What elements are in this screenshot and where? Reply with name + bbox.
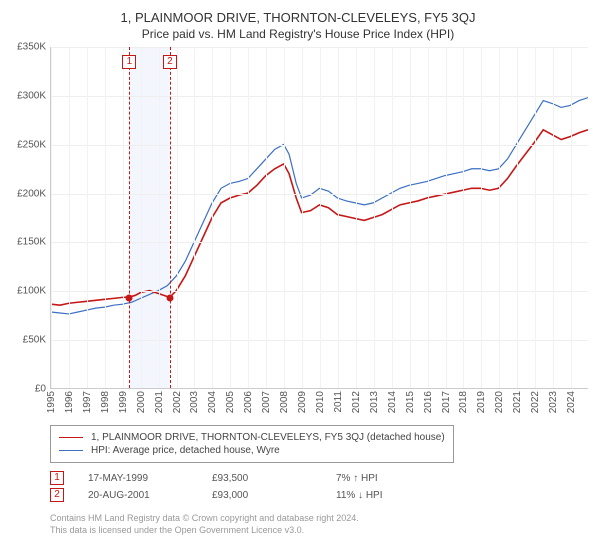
x-tick: 2024	[566, 391, 577, 413]
x-tick: 2021	[512, 391, 523, 413]
marker-row: 2 20-AUG-2001 £93,000 11% ↓ HPI	[50, 488, 588, 502]
chart-container: { "title": "1, PLAINMOOR DRIVE, THORNTON…	[0, 0, 600, 560]
y-tick: £150K	[17, 237, 46, 248]
marker-id-box: 1	[50, 471, 64, 485]
x-tick: 2010	[315, 391, 326, 413]
event-marker: 2	[163, 55, 177, 69]
legend: 1, PLAINMOOR DRIVE, THORNTON-CLEVELEYS, …	[50, 425, 454, 463]
marker-hpi: 11% ↓ HPI	[336, 490, 436, 501]
x-tick: 2001	[154, 391, 165, 413]
x-axis: 1995199619971998199920002001200220032004…	[50, 389, 588, 417]
legend-label: HPI: Average price, detached house, Wyre	[91, 445, 280, 456]
footnote-line: Contains HM Land Registry data © Crown c…	[50, 512, 588, 524]
y-tick: £200K	[17, 188, 46, 199]
x-tick: 2020	[494, 391, 505, 413]
x-tick: 2017	[441, 391, 452, 413]
x-tick: 2005	[225, 391, 236, 413]
x-tick: 2014	[387, 391, 398, 413]
title-block: 1, PLAINMOOR DRIVE, THORNTON-CLEVELEYS, …	[8, 10, 588, 41]
x-tick: 1997	[82, 391, 93, 413]
chart-title: 1, PLAINMOOR DRIVE, THORNTON-CLEVELEYS, …	[8, 10, 588, 25]
x-tick: 2015	[405, 391, 416, 413]
legend-row: HPI: Average price, detached house, Wyre	[59, 445, 445, 456]
legend-row: 1, PLAINMOOR DRIVE, THORNTON-CLEVELEYS, …	[59, 432, 445, 443]
x-tick: 1996	[64, 391, 75, 413]
footnote-line: This data is licensed under the Open Gov…	[50, 524, 588, 536]
x-tick: 2008	[279, 391, 290, 413]
y-tick: £100K	[17, 286, 46, 297]
legend-swatch	[59, 450, 83, 451]
x-tick: 2011	[333, 391, 344, 413]
y-tick: £50K	[23, 335, 46, 346]
footnote: Contains HM Land Registry data © Crown c…	[50, 512, 588, 536]
x-tick: 1995	[46, 391, 57, 413]
y-tick: £0	[35, 384, 46, 395]
markers-table: 1 17-MAY-1999 £93,500 7% ↑ HPI 2 20-AUG-2001 £…	[50, 471, 588, 502]
x-tick: 2004	[207, 391, 218, 413]
y-axis: £0£50K£100K£150K£200K£250K£300K£350K	[8, 47, 50, 389]
marker-price: £93,000	[212, 490, 312, 501]
x-tick: 2022	[530, 391, 541, 413]
x-tick: 2009	[297, 391, 308, 413]
chart-subtitle: Price paid vs. HM Land Registry's House …	[8, 27, 588, 41]
y-tick: £300K	[17, 90, 46, 101]
event-dot	[166, 295, 173, 302]
legend-label: 1, PLAINMOOR DRIVE, THORNTON-CLEVELEYS, …	[91, 432, 445, 443]
y-tick: £350K	[17, 42, 46, 53]
y-tick: £250K	[17, 139, 46, 150]
x-tick: 2016	[423, 391, 434, 413]
x-tick: 2002	[172, 391, 183, 413]
x-tick: 2007	[261, 391, 272, 413]
marker-id-box: 2	[50, 488, 64, 502]
event-line	[170, 47, 171, 388]
x-tick: 2003	[189, 391, 200, 413]
legend-swatch	[59, 437, 83, 438]
marker-row: 1 17-MAY-1999 £93,500 7% ↑ HPI	[50, 471, 588, 485]
event-marker: 1	[122, 55, 136, 69]
marker-hpi: 7% ↑ HPI	[336, 473, 436, 484]
x-tick: 2006	[243, 391, 254, 413]
x-tick: 2019	[476, 391, 487, 413]
x-tick: 2012	[351, 391, 362, 413]
event-dot	[126, 294, 133, 301]
chart-area: £0£50K£100K£150K£200K£250K£300K£350K 12 …	[8, 47, 588, 417]
x-tick: 1999	[118, 391, 129, 413]
marker-price: £93,500	[212, 473, 312, 484]
x-tick: 1998	[100, 391, 111, 413]
plot-area: 12	[50, 47, 588, 389]
x-tick: 2018	[458, 391, 469, 413]
x-tick: 2013	[369, 391, 380, 413]
event-line	[129, 47, 130, 388]
marker-date: 20-AUG-2001	[88, 490, 188, 501]
x-tick: 2023	[548, 391, 559, 413]
x-tick: 2000	[136, 391, 147, 413]
marker-date: 17-MAY-1999	[88, 473, 188, 484]
